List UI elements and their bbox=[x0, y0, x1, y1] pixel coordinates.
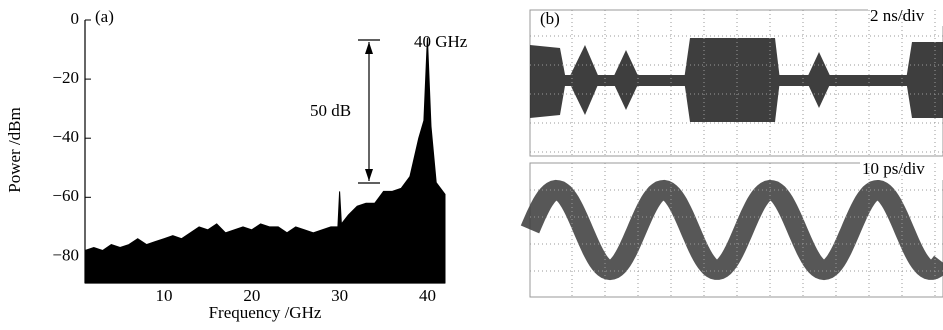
oscilloscope-panel: (b) 2 ns/div 10 ps/div bbox=[530, 6, 943, 297]
annotation: 10 ps/div bbox=[862, 159, 925, 178]
y-tick-label: −20 bbox=[52, 68, 79, 87]
annotation: 50 dB bbox=[310, 101, 351, 120]
y-tick-label: −80 bbox=[52, 245, 79, 264]
y-tick-label: −60 bbox=[52, 186, 79, 205]
range-arrow bbox=[358, 40, 380, 183]
y-tick-label: 0 bbox=[71, 9, 80, 28]
annotation: 2 ns/div bbox=[870, 6, 925, 25]
annotation: 40 GHz bbox=[414, 32, 468, 51]
y-axis-title: Power /dBm bbox=[5, 107, 24, 192]
spectrum-area bbox=[85, 38, 445, 283]
y-tick-label: −40 bbox=[52, 127, 79, 146]
x-axis-title: Frequency /GHz bbox=[209, 303, 322, 322]
x-tick-label: 20 bbox=[243, 286, 260, 305]
figure: (a) 40 GHz 50 dB Frequency /GHz Power /d… bbox=[0, 0, 943, 325]
panel-label: (b) bbox=[540, 9, 560, 28]
panel-label: (a) bbox=[95, 7, 114, 26]
x-tick-label: 30 bbox=[331, 286, 348, 305]
x-tick-label: 40 bbox=[419, 286, 436, 305]
x-tick-label: 10 bbox=[156, 286, 173, 305]
